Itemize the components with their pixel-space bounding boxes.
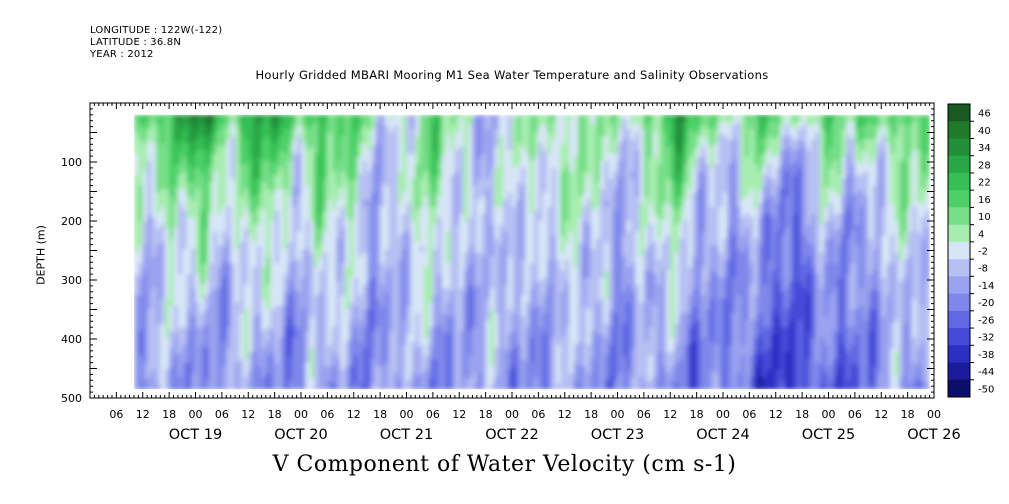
colorbar-swatch — [948, 362, 970, 381]
colorbar-label: 40 — [978, 126, 991, 137]
colorbar-label: 16 — [978, 195, 991, 206]
y-tick-label: 300 — [61, 274, 82, 287]
x-date-label: OCT 26 — [907, 427, 960, 443]
colorbar-label: 46 — [978, 109, 991, 120]
x-date-label: OCT 25 — [802, 427, 855, 443]
colorbar-label: -20 — [978, 298, 994, 309]
colorbar-swatch — [948, 121, 970, 139]
chart-title: Hourly Gridded MBARI Mooring M1 Sea Wate… — [255, 68, 769, 82]
colorbar-swatch — [948, 345, 970, 363]
colorbar-swatch — [948, 259, 970, 277]
x-tick-label: 12 — [558, 408, 572, 421]
colorbar-swatch — [948, 172, 970, 191]
x-tick-label: 06 — [109, 408, 123, 421]
colorbar-label: -2 — [978, 247, 988, 258]
colorbar-label: -8 — [978, 264, 988, 275]
y-axis: 100 200 300 400 500 — [61, 102, 934, 405]
x-tick-label: 06 — [215, 408, 229, 421]
colorbar-swatch — [948, 241, 970, 260]
x-tick-label: 18 — [584, 408, 598, 421]
x-tick-label: 12 — [241, 408, 255, 421]
x-axis-label: V Component of Water Velocity (cm s-1) — [272, 452, 737, 477]
x-date-label: OCT 19 — [169, 427, 222, 443]
colorbar-label: 4 — [978, 229, 984, 240]
x-tick-label: 06 — [426, 408, 440, 421]
longitude-label: LONGITUDE : 122W(-122) — [90, 25, 223, 36]
x-tick-label: 18 — [373, 408, 387, 421]
x-date-label: OCT 21 — [380, 427, 433, 443]
x-tick-label: 00 — [611, 408, 625, 421]
colorbar-label: 22 — [978, 178, 991, 189]
colorbar: 46 40 34 28 22 16 10 4 -2 -8 -14 -20 -26 -32 -38 -44 -50 — [947, 103, 994, 398]
colorbar-label: -44 — [978, 367, 994, 378]
x-tick-label: 18 — [162, 408, 176, 421]
colorbar-label: 34 — [978, 143, 991, 154]
heatmap-cells — [133, 114, 931, 390]
x-date-label: OCT 20 — [274, 427, 327, 443]
x-tick-label: 06 — [320, 408, 334, 421]
colorbar-frame — [947, 103, 971, 398]
x-tick-label: 18 — [901, 408, 915, 421]
x-tick-label: 18 — [268, 408, 282, 421]
year-label: YEAR : 2012 — [90, 49, 154, 60]
no-data-left — [90, 103, 134, 398]
x-date-label: OCT 22 — [485, 427, 538, 443]
colorbar-label: 28 — [978, 160, 991, 171]
colorbar-swatch — [948, 379, 970, 398]
x-tick-label: 00 — [294, 408, 308, 421]
colorbar-label: -26 — [978, 315, 994, 326]
colorbar-label: -38 — [978, 350, 994, 361]
x-date-label: OCT 23 — [591, 427, 644, 443]
colorbar-swatch — [948, 328, 970, 346]
x-tick-label: 00 — [927, 408, 941, 421]
x-tick-label: 12 — [663, 408, 677, 421]
x-tick-label: 12 — [136, 408, 150, 421]
y-tick-label: 400 — [61, 333, 82, 346]
x-date-label: OCT 24 — [696, 427, 749, 443]
x-tick-label: 12 — [347, 408, 361, 421]
colorbar-swatch — [948, 293, 970, 312]
x-tick-label: 00 — [716, 408, 730, 421]
colorbar-swatch — [948, 104, 970, 122]
y-tick-label: 200 — [61, 215, 82, 228]
colorbar-label: -32 — [978, 333, 994, 344]
x-tick-label: 18 — [479, 408, 493, 421]
x-tick-label: 06 — [531, 408, 545, 421]
x-tick-label: 12 — [452, 408, 466, 421]
colorbar-swatch — [948, 190, 970, 208]
colorbar-swatch — [948, 138, 970, 157]
y-axis-label: DEPTH (m) — [34, 225, 48, 285]
x-tick-label: 18 — [795, 408, 809, 421]
x-tick-label: 12 — [769, 408, 783, 421]
x-tick-label: 18 — [690, 408, 704, 421]
latitude-label: LATITUDE : 36.8N — [90, 37, 182, 48]
colorbar-label: 10 — [978, 212, 991, 223]
x-tick-label: 12 — [874, 408, 888, 421]
x-tick-label: 06 — [637, 408, 651, 421]
x-tick-label: 00 — [189, 408, 203, 421]
colorbar-label: -50 — [978, 384, 994, 395]
colorbar-swatch — [948, 207, 970, 226]
colorbar-swatch — [948, 224, 970, 243]
x-tick-label: 00 — [822, 408, 836, 421]
colorbar-label: -14 — [978, 281, 994, 292]
colorbar-swatch — [948, 310, 970, 329]
x-axis: 06 12 18 00 06 12 18 00 06 12 18 00 06 12 18 00 06 12 18 00… — [89, 103, 961, 443]
x-tick-label: 00 — [505, 408, 519, 421]
y-tick-label: 500 — [61, 392, 82, 405]
x-tick-label: 06 — [848, 408, 862, 421]
x-tick-label: 00 — [400, 408, 414, 421]
x-tick-label: 06 — [742, 408, 756, 421]
colorbar-swatch — [948, 276, 970, 294]
y-tick-label: 100 — [61, 156, 82, 169]
colorbar-swatch — [948, 155, 970, 174]
heatmap-field — [90, 103, 934, 398]
